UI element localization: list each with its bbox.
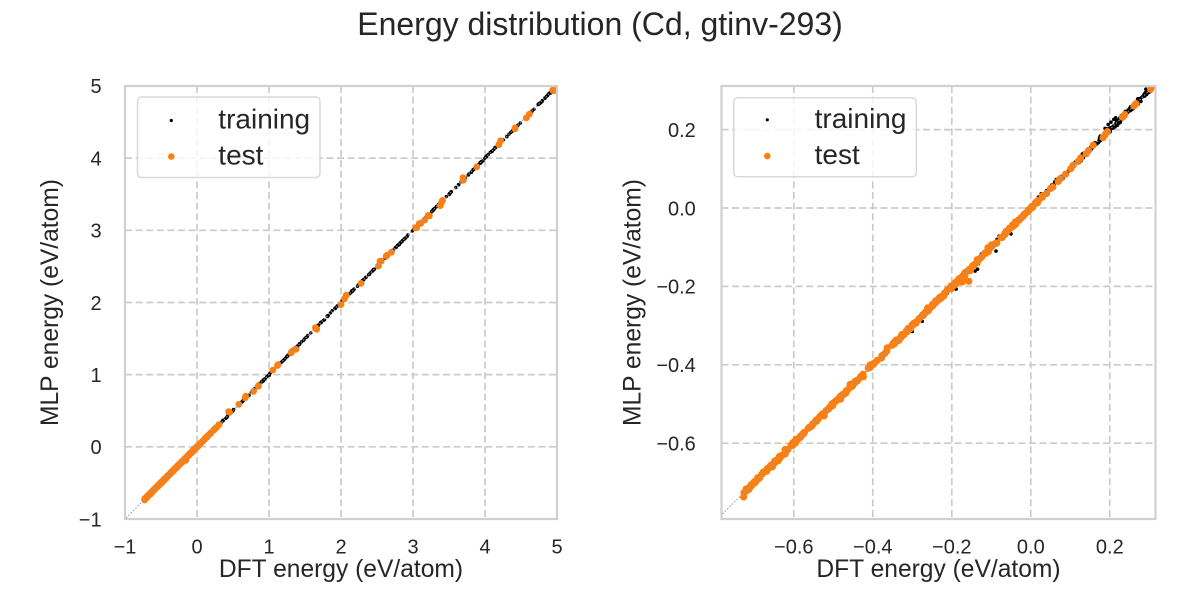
- svg-text:−0.4: −0.4: [853, 537, 892, 559]
- svg-text:−1: −1: [114, 537, 137, 559]
- svg-text:4: 4: [479, 537, 490, 559]
- svg-text:0: 0: [191, 537, 202, 559]
- svg-text:training: training: [815, 103, 907, 134]
- svg-text:4: 4: [90, 148, 101, 170]
- svg-text:test: test: [815, 139, 860, 170]
- svg-text:0.0: 0.0: [1017, 537, 1045, 559]
- svg-text:−0.6: −0.6: [774, 537, 813, 559]
- svg-text:MLP energy (eV/atom): MLP energy (eV/atom): [37, 179, 64, 426]
- svg-text:−0.6: −0.6: [656, 434, 695, 456]
- svg-text:0: 0: [90, 437, 101, 459]
- svg-text:0.2: 0.2: [668, 120, 696, 142]
- svg-text:0.0: 0.0: [668, 198, 696, 220]
- svg-text:1: 1: [90, 365, 101, 387]
- svg-text:0.2: 0.2: [1096, 537, 1124, 559]
- svg-text:DFT energy (eV/atom): DFT energy (eV/atom): [816, 556, 1060, 583]
- svg-text:5: 5: [90, 76, 101, 98]
- svg-text:3: 3: [407, 537, 418, 559]
- svg-text:3: 3: [90, 221, 101, 243]
- svg-text:−0.2: −0.2: [932, 537, 971, 559]
- svg-text:MLP energy (eV/atom): MLP energy (eV/atom): [619, 179, 646, 426]
- svg-text:test: test: [218, 139, 263, 170]
- svg-text:2: 2: [335, 537, 346, 559]
- svg-text:Energy distribution (Cd, gtinv: Energy distribution (Cd, gtinv-293): [357, 6, 843, 42]
- svg-text:−1: −1: [79, 509, 102, 531]
- svg-text:−0.2: −0.2: [656, 277, 695, 299]
- svg-text:−0.4: −0.4: [656, 355, 695, 377]
- svg-text:1: 1: [263, 537, 274, 559]
- svg-text:5: 5: [551, 537, 562, 559]
- svg-text:2: 2: [90, 293, 101, 315]
- svg-text:DFT energy (eV/atom): DFT energy (eV/atom): [219, 556, 463, 583]
- svg-text:training: training: [218, 104, 310, 135]
